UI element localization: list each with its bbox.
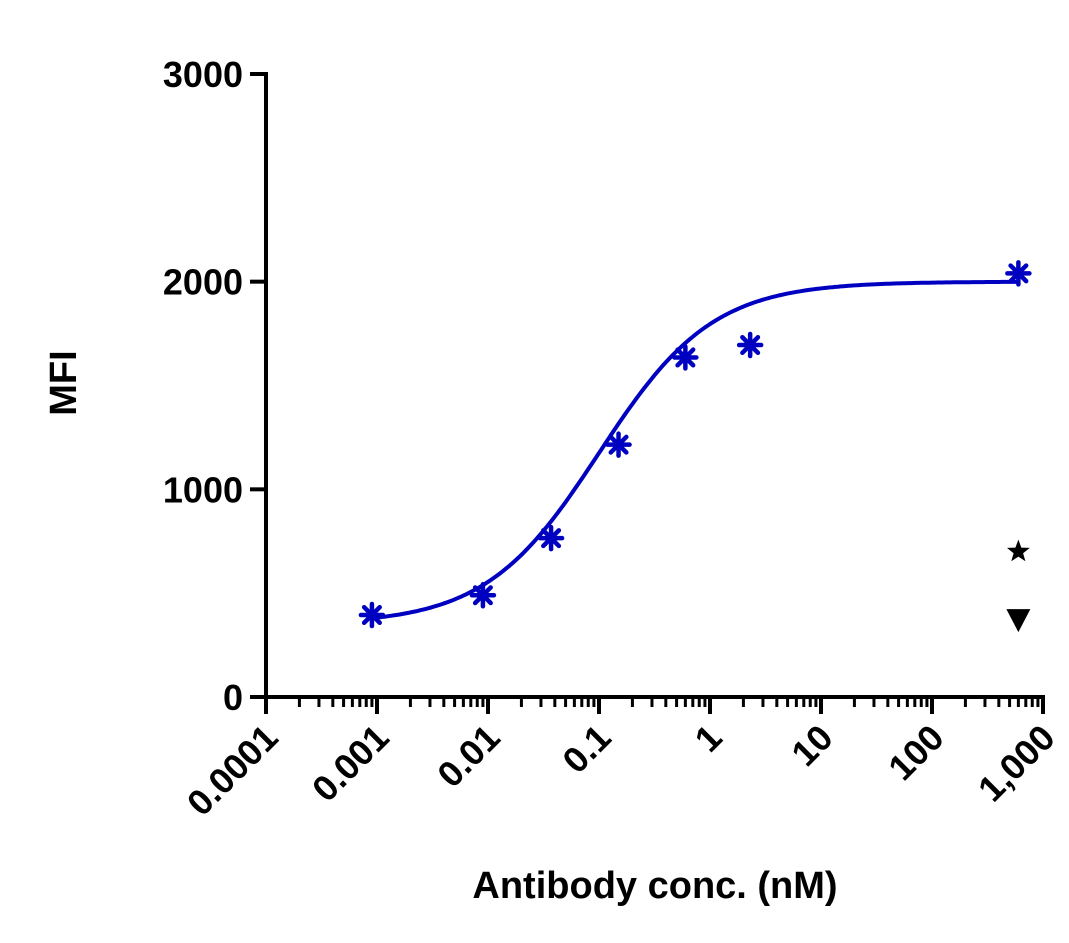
- data-point-asterisk: [469, 581, 497, 609]
- points-layer: [358, 260, 1032, 633]
- x-ticks: 0.0001 0.001 0.01 0.1 1 10 100 1,000: [179, 697, 1063, 824]
- x-tick-label: 0.0001: [179, 717, 286, 824]
- fit-curve: [369, 279, 1021, 621]
- x-tick-label: 1: [687, 717, 730, 760]
- y-tick-label: 2000: [163, 262, 243, 303]
- y-tick-label: 0: [223, 677, 243, 718]
- data-point-star: [1007, 539, 1030, 562]
- y-tick-label: 3000: [163, 54, 243, 95]
- x-tick-label: 0.01: [429, 717, 508, 796]
- x-tick-label: 0.1: [554, 717, 618, 781]
- x-tick-label: 1,000: [970, 717, 1063, 810]
- data-point-asterisk: [537, 524, 565, 552]
- data-point-asterisk: [605, 431, 632, 458]
- x-tick-label: 10: [783, 717, 840, 774]
- data-point-asterisk: [1005, 260, 1032, 287]
- fit-layer: [369, 279, 1021, 621]
- y-ticks: 0 1000 2000 3000: [163, 54, 266, 718]
- data-point-triangle: [1006, 609, 1031, 633]
- y-axis-title: MFI: [43, 350, 85, 415]
- data-point-asterisk: [358, 601, 386, 629]
- data-point-asterisk: [736, 331, 764, 359]
- x-tick-label: 0.001: [304, 717, 397, 810]
- x-axis-title: Antibody conc. (nM): [472, 865, 837, 907]
- x-tick-label: 100: [880, 717, 951, 788]
- y-tick-label: 1000: [163, 469, 243, 510]
- data-point-asterisk: [672, 344, 699, 371]
